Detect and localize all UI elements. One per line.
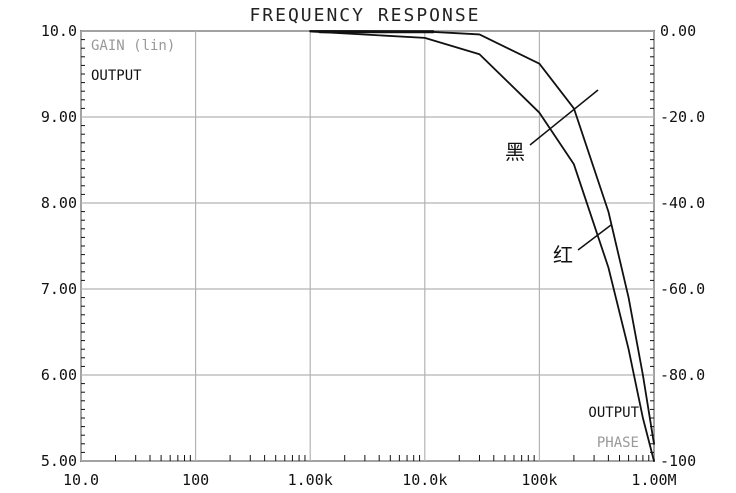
- chart-title: FREQUENCY RESPONSE: [249, 5, 480, 26]
- y-right-tick-label: -20.0: [660, 108, 705, 126]
- x-tick-label: 1.00M: [631, 471, 676, 489]
- series-line-red: [309, 30, 655, 462]
- y-left-tick-label: 10.0: [41, 22, 77, 40]
- y-right-tick-label: -60.0: [660, 280, 705, 298]
- y-left-tick-label: 5.00: [41, 452, 77, 470]
- y-right-tick-label: 0.00: [660, 22, 696, 40]
- y-right-tick-label: -40.0: [660, 194, 705, 212]
- plot-frame: [80, 30, 655, 462]
- series-label-red-leader: [577, 224, 612, 251]
- x-tick-label: 10.0k: [402, 471, 447, 489]
- left-axis-label-gain: GAIN (lin): [91, 38, 175, 54]
- y-right-tick-label: -100: [660, 452, 696, 470]
- y-left-tick-label: 7.00: [41, 280, 77, 298]
- right-axis-label-output: OUTPUT: [588, 405, 639, 421]
- y-left-tick-label: 9.00: [41, 108, 77, 126]
- series-label-red: 红: [553, 243, 573, 267]
- plot-group: 10.0 9.00 8.00 7.00 6.00 5.00 0.00 -20.0 -40.0 -6…: [41, 22, 705, 489]
- y-left-tick-label: 6.00: [41, 366, 77, 384]
- x-tick-label: 100k: [521, 471, 557, 489]
- x-tick-label: 10.0: [63, 471, 99, 489]
- series-line-black: [309, 30, 655, 445]
- y-left-tick-label: 8.00: [41, 194, 77, 212]
- right-axis-label-phase: PHASE: [597, 435, 639, 451]
- left-axis-label-output: OUTPUT: [91, 68, 142, 84]
- series-label-black-leader: [529, 89, 599, 146]
- y-right-tick-label: -80.0: [660, 366, 705, 384]
- series-label-black: 黑: [505, 140, 525, 164]
- x-tick-label: 100: [182, 471, 209, 489]
- x-tick-label: 1.00k: [288, 471, 333, 489]
